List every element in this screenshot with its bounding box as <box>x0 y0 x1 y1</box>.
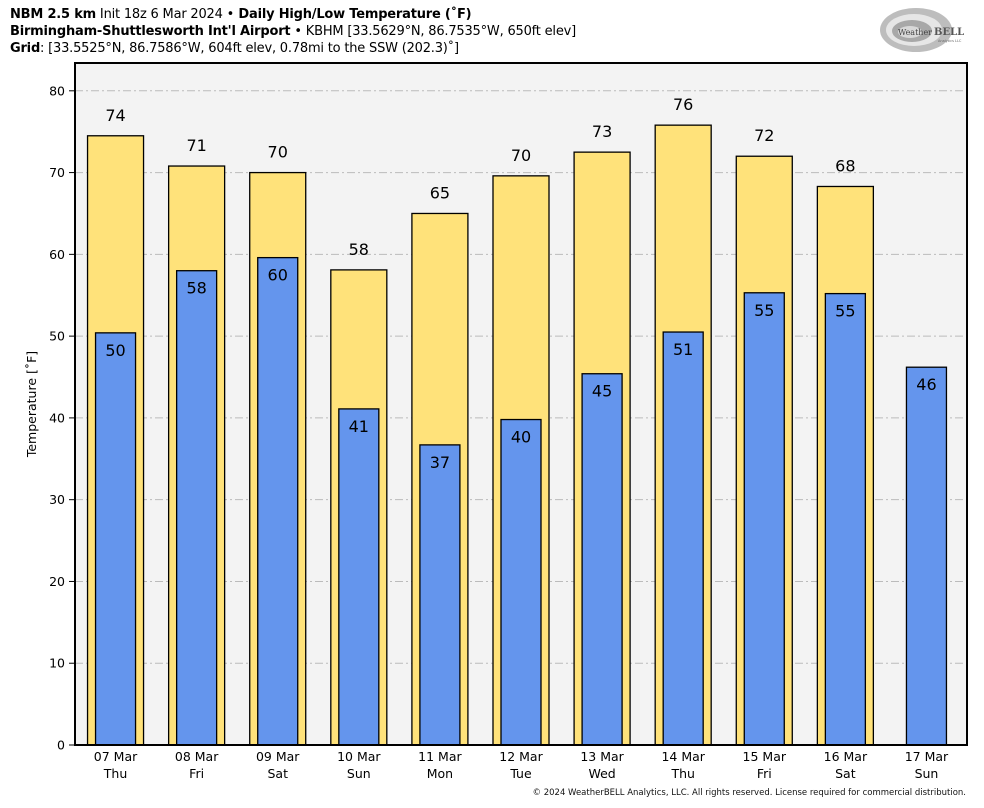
low-temp-bar <box>500 418 542 746</box>
x-tick-date-label: 12 Mar <box>499 749 543 764</box>
low-temp-label: 60 <box>268 266 288 285</box>
low-temp-label: 50 <box>105 341 125 360</box>
y-tick-label: 20 <box>49 574 65 589</box>
grid-line: Grid: [33.5525°N, 86.7586°W, 604ft elev,… <box>10 40 459 57</box>
x-tick-date-label: 07 Mar <box>94 749 138 764</box>
x-tick-day-label: Sun <box>915 766 939 781</box>
low-temp-label: 40 <box>511 428 531 447</box>
x-tick-date-label: 17 Mar <box>905 749 949 764</box>
high-temp-label: 70 <box>511 146 531 165</box>
low-temp-bar <box>419 444 461 746</box>
high-temp-label: 71 <box>186 136 206 155</box>
x-tick-day-label: Wed <box>588 766 615 781</box>
x-tick-day-label: Tue <box>509 766 532 781</box>
low-temp-bar <box>257 256 299 746</box>
grid-label: Grid <box>10 41 41 56</box>
low-temp-bar <box>175 270 218 746</box>
x-tick-date-label: 08 Mar <box>175 749 219 764</box>
product-name: Daily High/Low Temperature (˚F) <box>234 7 472 22</box>
low-temp-bar <box>94 332 137 746</box>
weatherbell-logo: Weather BELL Analytics LLC <box>880 8 964 52</box>
low-temp-bar <box>581 373 623 746</box>
logo-text-bell: BELL <box>934 27 964 38</box>
low-temp-bar <box>905 366 948 746</box>
logo-text-sub: Analytics LLC <box>938 39 962 43</box>
y-axis: 0 10 20 30 40 50 60 70 80 <box>49 83 75 753</box>
bars <box>86 124 948 746</box>
y-tick-label: 10 <box>49 656 65 671</box>
low-temp-label: 55 <box>754 301 774 320</box>
high-temp-label: 68 <box>835 156 855 175</box>
y-tick-label: 80 <box>49 83 65 98</box>
low-temp-label: 45 <box>592 382 612 401</box>
low-temp-bar <box>743 292 785 746</box>
model-name: NBM 2.5 km <box>10 7 96 22</box>
low-temp-label: 58 <box>186 279 206 298</box>
init-time: Init 18z 6 Mar 2024 <box>96 7 227 22</box>
logo-swirl-core <box>898 26 922 38</box>
high-temp-label: 72 <box>754 126 774 145</box>
x-tick-date-label: 11 Mar <box>418 749 462 764</box>
x-tick-date-label: 14 Mar <box>661 749 705 764</box>
y-tick-label: 0 <box>57 738 65 753</box>
low-temp-label: 37 <box>430 453 450 472</box>
x-tick-day-label: Sat <box>267 766 288 781</box>
bar-value-labels: 74 50 71 58 70 60 58 41 65 37 70 40 73 45 76 51 72 55 68 55… <box>105 95 936 472</box>
y-axis-label: Temperature [˚F] <box>24 351 39 458</box>
grid-details: : [33.5525°N, 86.7586°W, 604ft elev, 0.7… <box>40 41 459 56</box>
x-tick-date-label: 13 Mar <box>580 749 624 764</box>
low-temp-label: 51 <box>673 340 693 359</box>
y-tick-label: 30 <box>49 492 65 507</box>
low-temp-label: 41 <box>349 417 369 436</box>
y-tick-label: 40 <box>49 410 65 425</box>
x-tick-day-label: Sat <box>835 766 856 781</box>
high-temp-label: 76 <box>673 95 693 114</box>
high-temp-label: 65 <box>430 183 450 202</box>
x-tick-day-label: Fri <box>189 766 204 781</box>
y-tick-label: 60 <box>49 247 65 262</box>
station-line: Birmingham-Shuttlesworth Int'l Airport •… <box>10 23 576 40</box>
low-temp-label: 46 <box>916 375 936 394</box>
low-temp-bar <box>338 408 380 746</box>
x-tick-date-label: 10 Mar <box>337 749 381 764</box>
y-tick-label: 50 <box>49 329 65 344</box>
low-temp-label: 55 <box>835 302 855 321</box>
x-tick-date-label: 16 Mar <box>824 749 868 764</box>
y-tick-label: 70 <box>49 165 65 180</box>
x-tick-day-label: Sun <box>347 766 371 781</box>
low-temp-bar <box>824 292 867 746</box>
x-tick-day-label: Fri <box>757 766 772 781</box>
x-tick-date-label: 15 Mar <box>743 749 787 764</box>
separator: • <box>226 7 235 22</box>
separator: • <box>290 24 306 39</box>
low-temp-bar <box>662 331 704 746</box>
logo-text-weather: Weather <box>898 28 932 37</box>
x-tick-day-label: Mon <box>427 766 453 781</box>
x-tick-day-label: Thu <box>670 766 694 781</box>
high-temp-label: 73 <box>592 122 612 141</box>
x-tick-date-label: 09 Mar <box>256 749 300 764</box>
high-temp-label: 74 <box>105 106 125 125</box>
copyright-notice: © 2024 WeatherBELL Analytics, LLC. All r… <box>532 788 966 798</box>
plot-frame <box>74 62 968 746</box>
x-axis: 07 Mar Thu 08 Mar Fri 09 Mar Sat 10 Mar Sun 11 M… <box>94 749 949 781</box>
station-details: KBHM [33.5629°N, 86.7535°W, 650ft elev] <box>305 24 577 39</box>
station-name: Birmingham-Shuttlesworth Int'l Airport <box>10 24 291 39</box>
x-tick-day-label: Thu <box>103 766 127 781</box>
high-temp-label: 70 <box>268 143 288 162</box>
chart-title-line: NBM 2.5 km Init 18z 6 Mar 2024 • Daily H… <box>10 6 472 23</box>
high-temp-label: 58 <box>349 240 369 259</box>
